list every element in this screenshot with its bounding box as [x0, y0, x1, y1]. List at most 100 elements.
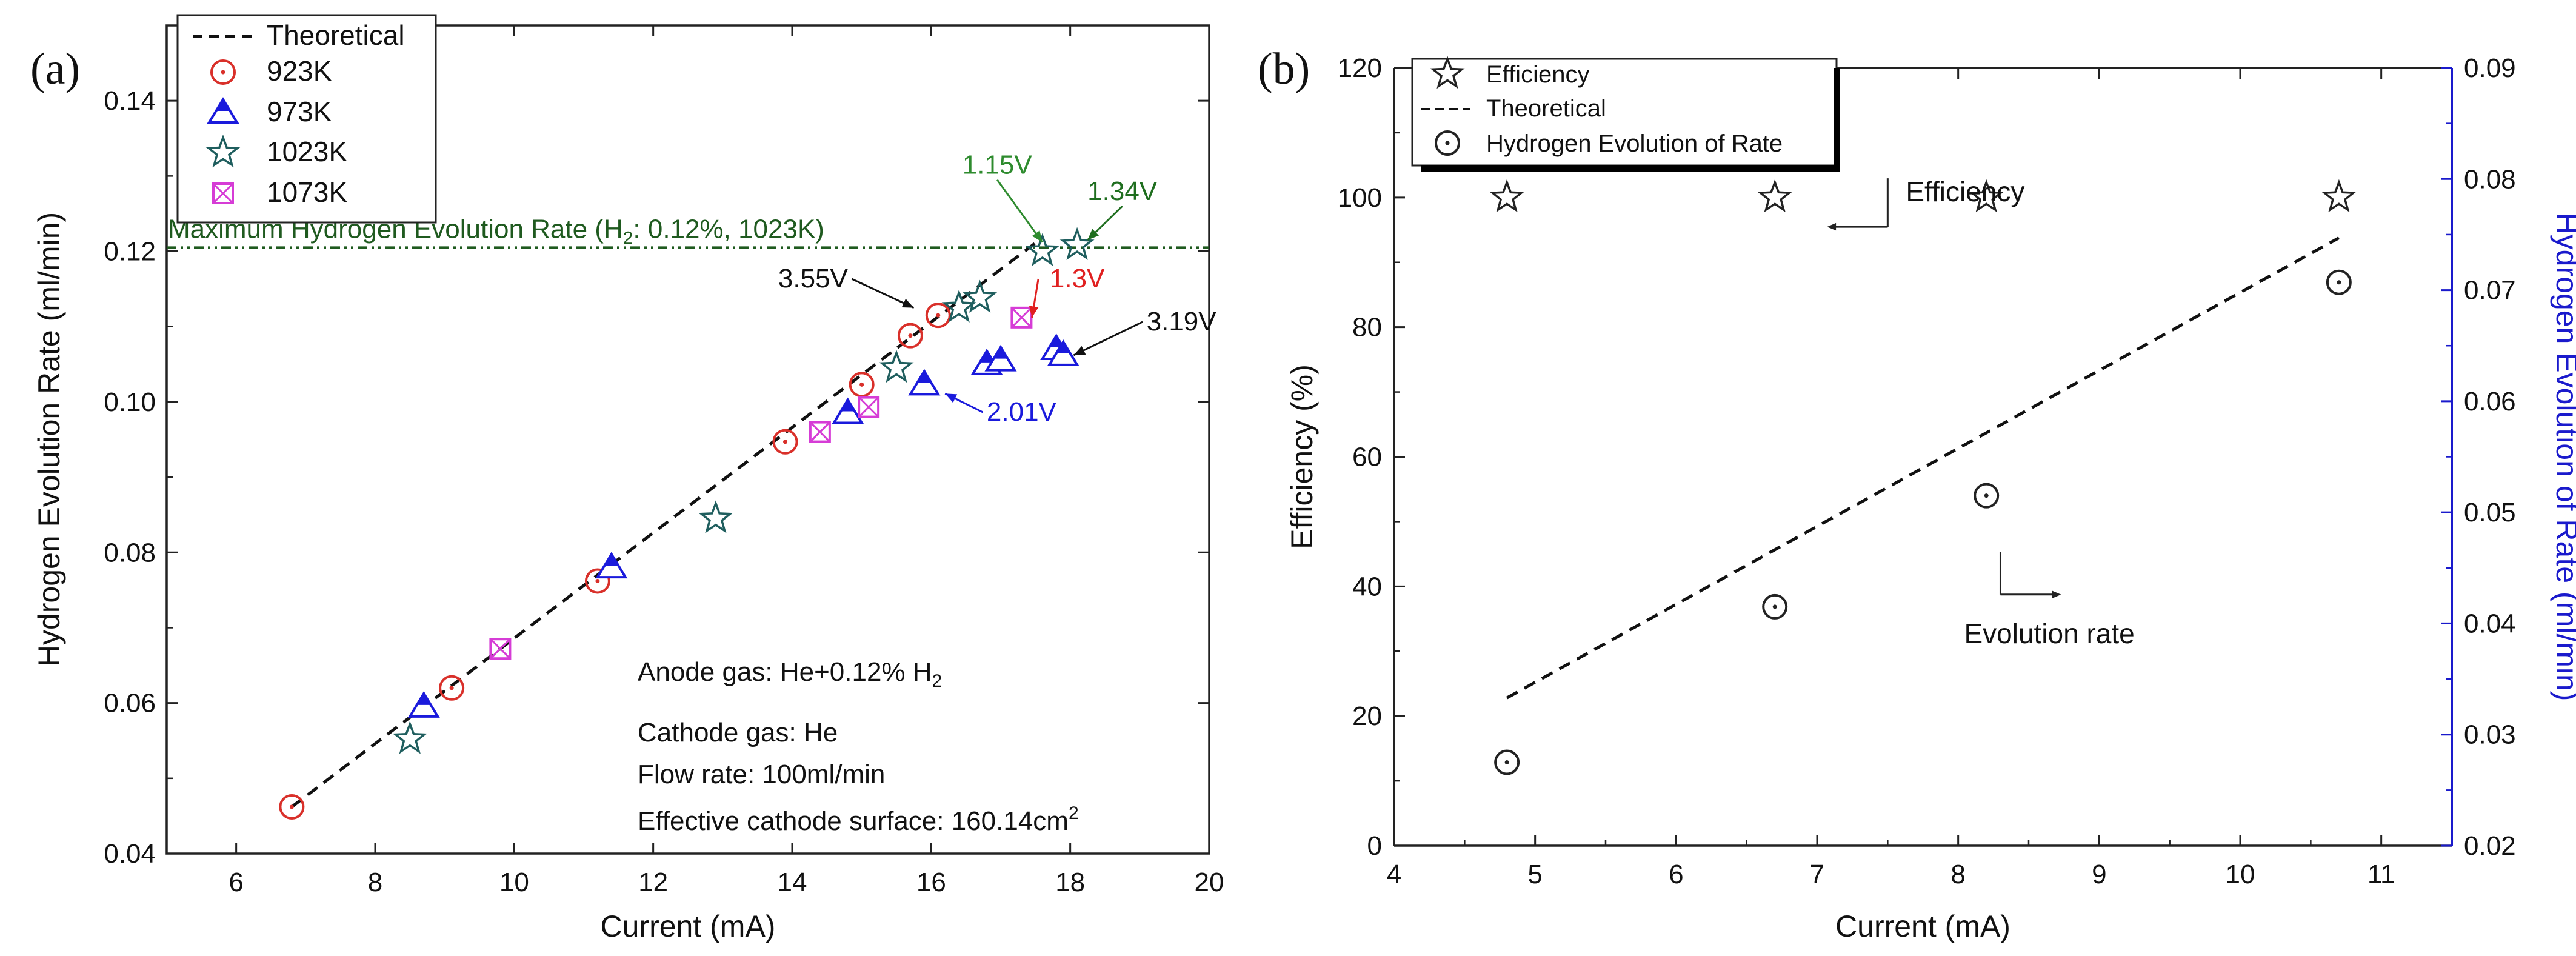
x-tick-label: 10 — [499, 867, 529, 897]
point-efficiency — [1969, 179, 2004, 213]
point-efficiency-shape — [1489, 179, 1524, 213]
point-923K-dot — [859, 382, 864, 387]
x-tick-label: 8 — [368, 867, 382, 897]
legend-marker-1073K — [212, 182, 234, 204]
point-923K-ring — [925, 303, 951, 329]
series-rate — [1494, 269, 2352, 775]
point-923K-dot — [449, 686, 454, 690]
x-axis-label: Current (mA) — [1835, 909, 2010, 943]
y-right-tick-label: 0.08 — [2464, 164, 2516, 194]
theoretical-line — [1506, 236, 2340, 700]
legend-marker-923K-dot — [221, 70, 225, 75]
legend-marker-923K — [210, 59, 236, 85]
point-923K-ring — [772, 429, 798, 455]
point-efficiency — [2321, 179, 2357, 213]
point-rate-ring — [2326, 269, 2352, 295]
cathode-surface-sup: 2 — [1069, 803, 1079, 823]
legend-marker-rate-dot — [1445, 141, 1450, 145]
point-1073K — [489, 638, 512, 660]
annotation-1.3V: 1.3V — [1029, 264, 1105, 318]
point-1073K-cross — [809, 421, 830, 443]
point-rate — [1974, 483, 2000, 509]
point-1073K — [1010, 306, 1033, 329]
annotation-label: 1.3V — [1050, 264, 1105, 293]
point-1023K-shape — [879, 350, 914, 383]
arrow-label: Efficiency — [1906, 176, 2024, 207]
annotation-2.01V: 2.01V — [944, 392, 1057, 427]
point-1023K — [392, 721, 427, 754]
point-923K — [439, 675, 465, 701]
annotation-3.55V: 3.55V — [778, 264, 915, 309]
legend-marker-973K — [207, 97, 239, 124]
arrow-annotation-right: Evolution rate — [1964, 552, 2135, 649]
legend-marker-1073K-cross — [212, 182, 234, 204]
series-efficiency — [1489, 179, 2357, 213]
y-left-tick-label: 100 — [1338, 183, 1382, 213]
y-left-tick-label: 20 — [1352, 701, 1382, 731]
point-973K-fill — [1049, 335, 1064, 347]
point-1073K — [858, 396, 880, 418]
annotation-label: 2.01V — [987, 397, 1057, 427]
x-tick-label: 6 — [229, 867, 243, 897]
point-rate — [2326, 269, 2352, 295]
legend-marker-rate — [1435, 130, 1460, 156]
legend-marker-efficiency — [1430, 56, 1465, 89]
point-923K — [897, 323, 923, 349]
y-axis-label: Hydrogen Evolution Rate (ml/min) — [32, 212, 66, 667]
legend: Theoretical 923K 973K 1023K 1073K — [176, 14, 437, 224]
annotation-1.34V: 1.34V — [1087, 176, 1158, 241]
point-1023K — [1025, 233, 1060, 266]
point-1073K-box — [809, 421, 831, 443]
y-right-tick-label: 0.06 — [2464, 387, 2516, 416]
point-923K-dot — [936, 313, 941, 318]
point-973K — [832, 397, 864, 424]
y-tick-label: 0.04 — [104, 839, 156, 869]
y-right-tick-label: 0.02 — [2464, 831, 2516, 861]
legend-label-1073K: 1073K — [267, 176, 347, 208]
point-923K-dot — [289, 804, 294, 809]
point-923K — [925, 303, 951, 329]
legend-marker-973K-fill — [216, 99, 230, 111]
x-tick-label: 16 — [916, 867, 946, 897]
x-tick-label: 5 — [1527, 860, 1542, 889]
y-right-axis-label: Hydrogen Evolution of Rate (ml/min) — [2550, 213, 2576, 701]
y-right-tick-label: 0.03 — [2464, 720, 2516, 750]
arrow-head — [2052, 590, 2061, 598]
annotation-label: 1.34V — [1087, 176, 1158, 206]
point-1073K-cross — [490, 638, 511, 660]
x-tick-label: 12 — [638, 867, 668, 897]
point-923K-ring — [279, 794, 305, 820]
point-1023K-shape — [941, 289, 976, 323]
point-1023K — [963, 279, 998, 313]
point-923K — [772, 429, 798, 455]
series-923K — [279, 303, 951, 820]
point-1023K — [879, 350, 914, 383]
point-923K — [584, 568, 610, 594]
y-tick-label: 0.06 — [104, 689, 156, 718]
annotation-arrow-head — [901, 298, 914, 308]
series-1023K — [392, 227, 1095, 754]
point-923K-ring — [897, 323, 923, 349]
y-tick-label: 0.08 — [104, 538, 156, 567]
arrow-label: Evolution rate — [1964, 618, 2134, 649]
arrow-annotation-left: Efficiency — [1827, 176, 2024, 231]
point-efficiency-shape — [2321, 179, 2357, 213]
series-1073K — [489, 306, 1033, 660]
x-tick-label: 18 — [1055, 867, 1085, 897]
y-right-tick-label: 0.07 — [2464, 276, 2516, 306]
point-rate — [1762, 593, 1788, 620]
y-left-axis-label: Efficiency (%) — [1285, 364, 1319, 549]
annotation-arrow-head — [945, 393, 958, 403]
legend-label-rate: Hydrogen Evolution of Rate — [1486, 130, 1783, 157]
theoretical-line — [290, 236, 1044, 808]
point-923K-dot — [908, 333, 913, 338]
point-1073K-box — [858, 396, 880, 418]
legend-marker-1023K — [205, 135, 241, 168]
legend-marker-efficiency-shape — [1430, 56, 1465, 89]
x-tick-label: 4 — [1387, 860, 1401, 889]
cathode-surface-pre: Effective cathode surface: 160.14cm — [638, 806, 1069, 836]
annotation-arrow-line — [851, 278, 915, 309]
point-923K — [279, 794, 305, 820]
y-left-tick-label: 0 — [1367, 831, 1382, 861]
